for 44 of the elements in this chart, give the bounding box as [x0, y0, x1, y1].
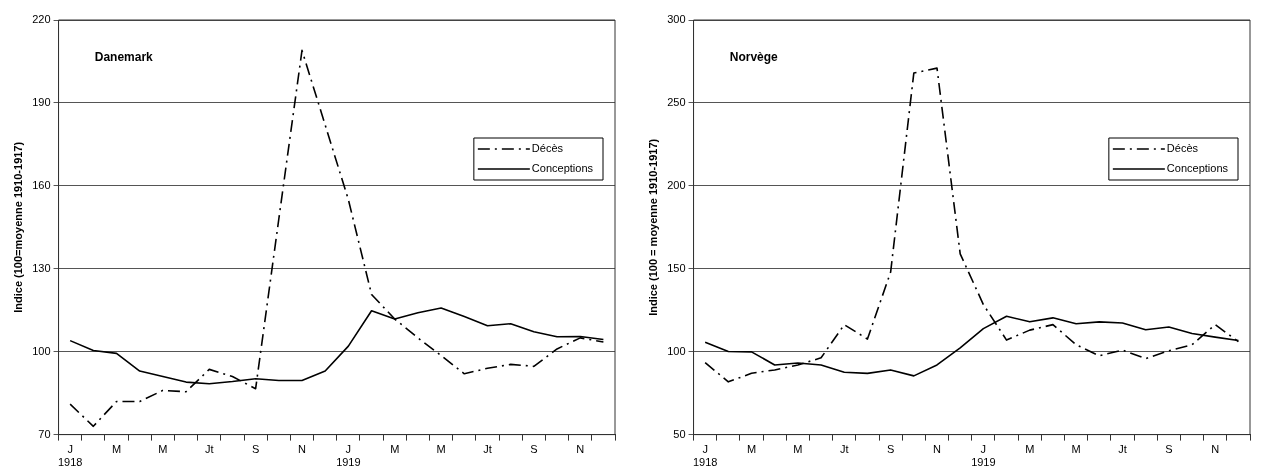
x-tick-label: S — [251, 443, 260, 456]
y-tick-label: 250 — [667, 95, 686, 108]
x-tick-label: Jt — [1118, 443, 1127, 456]
x-tick-label: M — [436, 443, 446, 456]
x-tick-label: Jt — [483, 443, 492, 456]
x-tick-label: N — [576, 443, 585, 456]
y-axis-title: Indice (100=moyenne 1910-1917) — [11, 141, 24, 313]
x-tick-label: S — [530, 443, 538, 456]
legend-label: Conceptions — [1166, 162, 1229, 175]
x-tick-label: M — [111, 443, 122, 456]
y-tick-label: 190 — [32, 95, 51, 108]
y-axis-title: Indice (100 = moyenne 1910-1917) — [646, 138, 659, 316]
legend-label: Décès — [531, 142, 564, 155]
x-tick-label: Jt — [204, 443, 214, 456]
x-tick-label: Jt — [839, 443, 849, 456]
y-tick-label: 150 — [667, 261, 686, 274]
x-tick-label: N — [298, 443, 307, 456]
legend-label: Conceptions — [531, 162, 594, 175]
legend-label: Décès — [1166, 142, 1199, 155]
y-tick-label: 130 — [32, 261, 51, 274]
text: Norvège — [729, 50, 779, 65]
x-tick-label: M — [390, 443, 400, 456]
x-tick-label: M — [1025, 443, 1035, 456]
y-tick-label: 70 — [38, 427, 51, 440]
x-tick-label: J 1918 — [57, 443, 83, 469]
x-tick-label: M — [1071, 443, 1081, 456]
x-tick-label: J 1919 — [336, 443, 361, 469]
x-tick-label: J 1918 — [692, 443, 718, 469]
x-tick-label: N — [1211, 443, 1220, 456]
y-tick-label: 50 — [673, 427, 686, 440]
y-tick-label: 300 — [667, 13, 686, 26]
text: Danemark — [94, 50, 154, 65]
x-tick-label: M — [158, 443, 168, 456]
x-tick-label: S — [886, 443, 895, 456]
y-tick-label: 200 — [667, 178, 686, 191]
x-tick-label: J 1919 — [971, 443, 996, 469]
x-tick-label: S — [1165, 443, 1173, 456]
x-tick-label: M — [746, 443, 757, 456]
y-tick-label: 100 — [32, 344, 51, 357]
y-tick-label: 160 — [32, 178, 51, 191]
x-tick-label: N — [933, 443, 942, 456]
x-tick-label: M — [793, 443, 803, 456]
y-tick-label: 220 — [32, 13, 51, 26]
y-tick-label: 100 — [667, 344, 686, 357]
